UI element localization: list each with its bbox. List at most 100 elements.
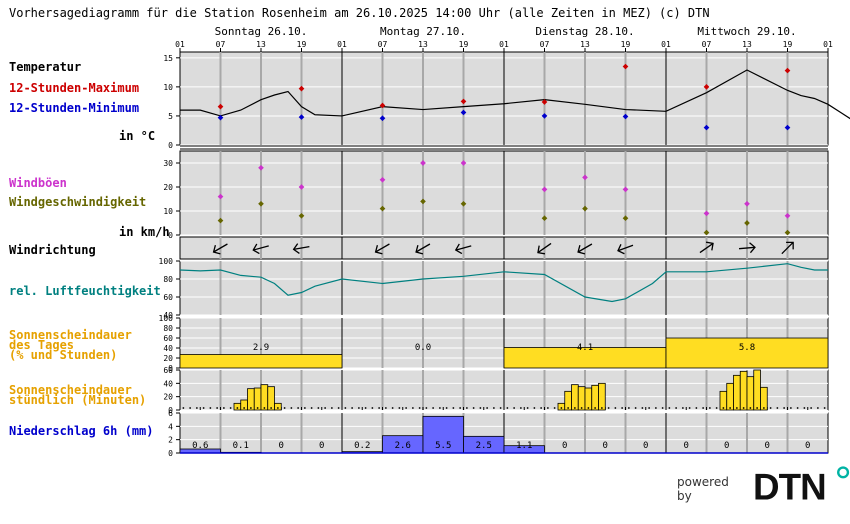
tmax-point — [541, 99, 548, 105]
sun-hour-dot — [789, 407, 792, 409]
sun-hour-bar — [233, 402, 242, 411]
tmax-point — [703, 84, 710, 90]
wind-arrow — [212, 243, 228, 255]
sunday-ytick-label: 100 — [159, 314, 174, 323]
sun-hour-dot — [182, 407, 185, 409]
sun-hour-dot — [270, 407, 273, 409]
hour-tick-label: 07 — [702, 40, 712, 49]
sun-hour-dot — [236, 407, 239, 409]
sun-hour-dot — [378, 407, 381, 409]
sun-hour-bar — [247, 388, 255, 411]
sun-day-label-1: Sonnenscheindauer — [9, 328, 132, 342]
wind-point — [217, 217, 224, 224]
hum-ytick-label: 60 — [163, 293, 173, 302]
sun-hour-dot — [729, 407, 732, 409]
tmin-point — [298, 114, 305, 120]
gust-point — [379, 176, 386, 183]
wind-arrow-head — [617, 244, 625, 255]
sun-hour-dot — [600, 407, 603, 409]
day-label: Sonntag 26.10. — [215, 25, 308, 38]
sun-hour-dot — [283, 407, 286, 409]
sun-hour-dot — [614, 407, 617, 409]
wind-arrow — [537, 242, 552, 255]
wind-point — [622, 215, 629, 222]
wind-point — [703, 229, 710, 236]
sun-hour-dot — [540, 407, 543, 409]
hour-tick-label: 13 — [256, 40, 266, 49]
sun-hour-dot — [324, 407, 327, 409]
sun-hour-dot — [472, 407, 475, 409]
wind-ytick-label: 10 — [163, 207, 173, 216]
sun-hour-dot — [749, 407, 752, 409]
sun-hour-dot — [607, 407, 610, 409]
sun-hour-bar — [598, 382, 606, 411]
wind-ytick-label: 0 — [168, 231, 173, 240]
wind-arrow-shaft — [537, 242, 552, 254]
wind-arrow-shaft — [253, 245, 269, 251]
sun-hour-dot — [330, 407, 333, 409]
hour-tick-label: 19 — [621, 40, 631, 49]
copyright: (c) DTN — [659, 6, 710, 20]
wind-arrow-shaft — [455, 245, 472, 251]
wind-arrow-head — [577, 245, 586, 255]
wind-point — [258, 200, 264, 207]
wind-arrow-shaft — [293, 245, 310, 251]
dtn-logo-dot — [837, 466, 850, 479]
precip-value: 0 — [643, 441, 648, 451]
sun-hour-label-2: stündlich (Minuten) — [9, 393, 147, 407]
sunhour-ytick-label: 60 — [163, 366, 173, 375]
wind-arrow — [415, 243, 431, 255]
gust-label: Windböen — [9, 176, 67, 190]
tmin-point — [379, 115, 386, 122]
sun-hour-dot — [357, 407, 360, 409]
precip-label: Niederschlag 6h (mm) — [9, 424, 154, 438]
precip-value: 0.1 — [233, 441, 249, 451]
sun-hour-dot — [708, 407, 711, 409]
wind-arrow-shaft — [577, 243, 593, 253]
sun-hour-dot — [594, 407, 597, 409]
hour-tick-label: 01 — [823, 40, 833, 49]
sun-hour-dot — [189, 407, 192, 409]
sun-hour-dot — [715, 407, 718, 409]
hour-tick-label: 19 — [297, 40, 307, 49]
wind-arrow-head — [415, 245, 424, 255]
sun-hour-dot — [425, 407, 428, 409]
day-label: Mittwoch 29.10. — [697, 25, 796, 38]
tmax-point — [217, 103, 224, 110]
sun-hour-dot — [452, 407, 455, 409]
sun-hour-dot — [256, 407, 259, 409]
wind-arrow-head — [749, 242, 756, 254]
day-label: Montag 27.10. — [380, 25, 466, 38]
wind-arrow-head — [454, 243, 463, 255]
sun-hour-bar — [733, 374, 741, 411]
gust-point — [258, 164, 264, 171]
sun-hour-dot — [769, 407, 772, 409]
sun-hour-dot — [506, 407, 509, 409]
sun-hour-bar — [557, 402, 566, 411]
hour-tick-label: 01 — [499, 40, 509, 49]
sun-hour-dot — [351, 407, 354, 409]
sun-hour-dot — [519, 407, 522, 409]
sun-hour-dot — [567, 407, 570, 409]
direction-label: Windrichtung — [9, 243, 96, 257]
sun-hour-dot — [580, 407, 583, 409]
sun-hour-dot — [641, 407, 644, 409]
sun-hour-dot — [722, 407, 725, 409]
precip-value: 0 — [724, 441, 729, 451]
sun-hour-dot — [661, 407, 664, 409]
precip-ytick-label: 2 — [168, 436, 173, 445]
wind-arrow — [781, 241, 794, 255]
sunday-ytick-label: 60 — [163, 334, 173, 343]
sunhour-ytick-label: 40 — [163, 379, 173, 388]
dtn-logo: DTN — [753, 466, 850, 506]
sun-hour-bar — [571, 384, 579, 411]
sun-hour-dot — [411, 407, 414, 409]
sun-hour-dot — [418, 407, 421, 409]
sun-hour-dot — [432, 407, 435, 409]
sunday-ytick-label: 20 — [163, 354, 173, 363]
hour-tick-label: 07 — [540, 40, 550, 49]
sun-hour-dot — [742, 407, 745, 409]
wind-point — [784, 229, 791, 236]
sun-day-bar — [665, 337, 829, 369]
sun-hour-bar — [760, 386, 768, 411]
